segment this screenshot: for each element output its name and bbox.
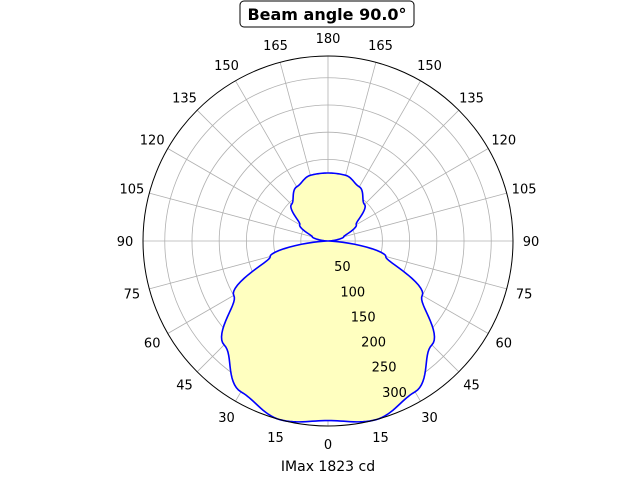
radial-tick-label-3: 200 <box>361 336 386 351</box>
radial-tick-label-4: 250 <box>372 361 397 376</box>
angle-tick-label-16: 120 <box>140 134 165 149</box>
x-axis-label: IMax 1823 cd <box>281 459 375 475</box>
angle-tick-label-7: 105 <box>512 183 537 198</box>
angle-tick-label-13: 165 <box>263 39 288 54</box>
angle-tick-label-9: 135 <box>459 92 484 107</box>
angle-tick-label-3: 45 <box>463 379 480 394</box>
angle-tick-label-21: 45 <box>176 379 193 394</box>
title-box: Beam angle 90.0° <box>239 0 415 28</box>
angle-tick-label-6: 90 <box>523 235 540 250</box>
angle-tick-label-23: 15 <box>267 431 284 446</box>
angle-tick-label-18: 90 <box>117 235 134 250</box>
radial-tick-label-2: 150 <box>351 310 376 325</box>
angle-tick-label-12: 180 <box>316 32 341 47</box>
angle-tick-label-8: 120 <box>491 134 516 149</box>
radial-tick-labels: 50 100 150 200 250 300 <box>334 260 407 401</box>
intensity-fill <box>221 172 435 422</box>
angle-tick-label-0: 0 <box>324 438 332 453</box>
angle-tick-labels: 0 15 30 45 60 75 90 105 120 135 150 165 180 165 150 135… <box>117 32 540 453</box>
angle-tick-label-17: 105 <box>119 183 144 198</box>
angle-tick-label-5: 75 <box>516 288 533 303</box>
radial-tick-label-1: 100 <box>340 285 365 300</box>
angle-tick-label-2: 30 <box>421 411 438 426</box>
angle-tick-label-14: 150 <box>214 59 239 74</box>
angle-tick-label-10: 150 <box>417 59 442 74</box>
angular-gridline-17 <box>149 192 329 242</box>
angle-tick-label-1: 15 <box>372 431 389 446</box>
angle-tick-label-19: 75 <box>124 288 141 303</box>
radial-tick-label-5: 300 <box>382 386 407 401</box>
angle-tick-label-15: 135 <box>172 92 197 107</box>
angle-tick-label-11: 165 <box>368 39 393 54</box>
polar-frame <box>142 55 514 427</box>
angular-gridline-7 <box>327 192 507 242</box>
angle-tick-label-22: 30 <box>218 411 235 426</box>
angle-tick-label-4: 60 <box>496 337 513 352</box>
chart-title: Beam angle 90.0° <box>247 5 406 24</box>
radial-tick-label-0: 50 <box>334 260 351 275</box>
series-line <box>220 172 436 423</box>
angle-tick-label-20: 60 <box>144 337 161 352</box>
